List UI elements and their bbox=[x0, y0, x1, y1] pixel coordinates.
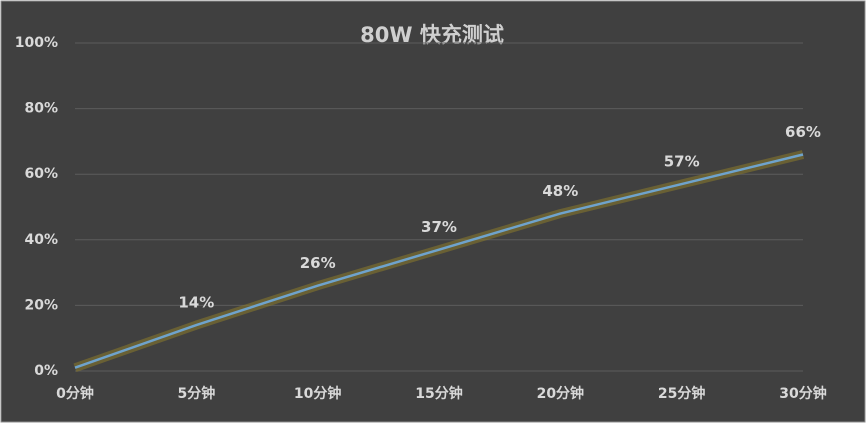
data-label: 66% bbox=[785, 123, 821, 141]
x-tick-label: 25分钟 bbox=[658, 385, 705, 402]
data-label: 14% bbox=[178, 294, 214, 312]
data-label: 26% bbox=[300, 254, 336, 272]
data-label: 57% bbox=[664, 153, 700, 171]
data-label: 37% bbox=[421, 218, 457, 236]
x-tick-label: 20分钟 bbox=[537, 385, 584, 402]
x-tick-label: 15分钟 bbox=[415, 385, 462, 402]
y-tick-label: 0% bbox=[34, 363, 58, 379]
y-tick-label: 40% bbox=[24, 232, 58, 248]
x-tick-label: 0分钟 bbox=[56, 385, 94, 402]
y-tick-label: 60% bbox=[24, 166, 58, 182]
y-tick-label: 80% bbox=[24, 101, 58, 117]
x-tick-label: 30分钟 bbox=[779, 385, 826, 402]
y-tick-label: 100% bbox=[15, 35, 58, 51]
data-label: 48% bbox=[542, 182, 578, 200]
x-tick-label: 10分钟 bbox=[294, 385, 341, 402]
y-tick-label: 20% bbox=[24, 297, 58, 313]
line bbox=[74, 153, 804, 369]
x-tick-label: 5分钟 bbox=[177, 385, 215, 402]
